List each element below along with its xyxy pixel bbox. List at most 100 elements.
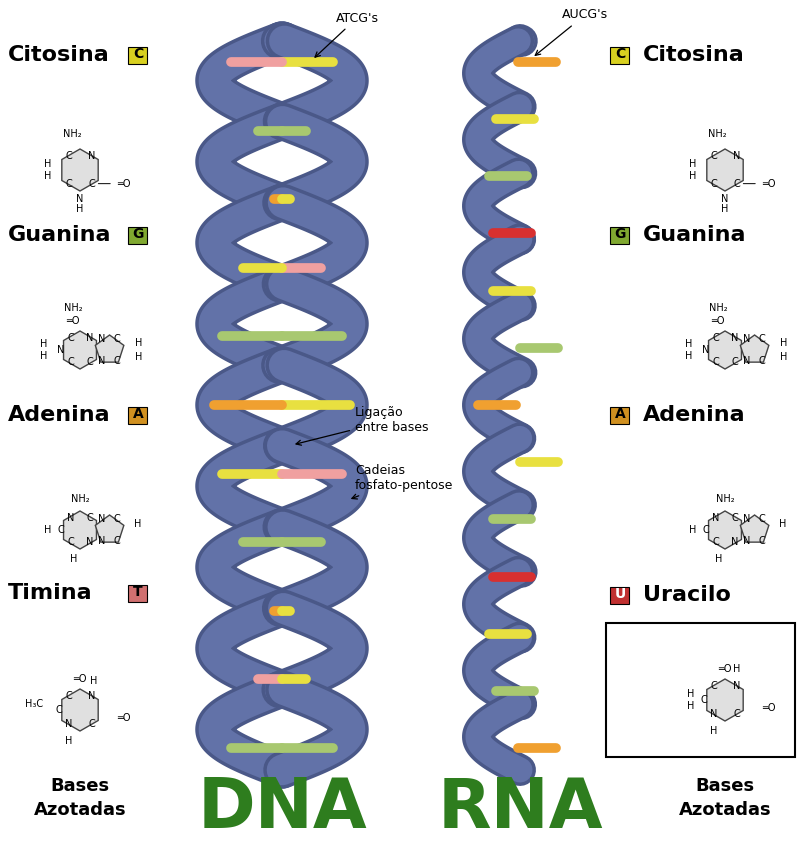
Text: A: A [613, 408, 625, 421]
Text: C: C [86, 512, 93, 522]
Text: H: H [779, 353, 786, 363]
Text: C: C [711, 538, 718, 548]
Text: C: C [67, 357, 74, 367]
Text: N: N [730, 538, 737, 548]
Text: N: N [98, 355, 106, 365]
Text: Timina: Timina [8, 583, 92, 603]
FancyBboxPatch shape [605, 623, 794, 757]
Text: N: N [743, 535, 750, 545]
Text: C: C [58, 525, 64, 535]
Text: C: C [614, 47, 625, 62]
Polygon shape [740, 515, 768, 542]
Text: H: H [43, 525, 51, 535]
Polygon shape [62, 149, 98, 191]
Text: NH₂: NH₂ [63, 129, 82, 139]
Polygon shape [63, 331, 96, 369]
Polygon shape [707, 331, 740, 369]
Text: C: C [88, 179, 95, 189]
Text: ═O: ═O [117, 713, 130, 723]
Text: T: T [133, 586, 143, 599]
Text: N: N [702, 345, 709, 355]
Text: A: A [132, 408, 143, 421]
Text: C: C [65, 151, 71, 161]
Text: H₃C: H₃C [25, 699, 43, 709]
Text: NH₂: NH₂ [715, 494, 733, 504]
Text: N: N [65, 718, 72, 728]
Text: N: N [743, 355, 750, 365]
Text: H: H [134, 338, 142, 348]
Text: N: N [98, 334, 106, 344]
Text: N: N [711, 512, 719, 522]
Text: N: N [709, 709, 716, 718]
Text: ═O: ═O [117, 179, 130, 189]
Text: N: N [98, 515, 106, 524]
Text: H: H [686, 689, 693, 699]
Text: Ligação
entre bases: Ligação entre bases [296, 406, 428, 445]
Text: H: H [43, 159, 51, 169]
Polygon shape [63, 511, 96, 549]
Text: H: H [686, 701, 693, 711]
Text: H: H [43, 171, 51, 181]
Text: N: N [732, 151, 740, 161]
Text: C: C [758, 355, 764, 365]
Text: Guanina: Guanina [8, 225, 112, 245]
Text: C: C [88, 718, 95, 728]
Text: H: H [720, 204, 728, 214]
Text: N: N [743, 334, 750, 344]
Text: ═O: ═O [761, 703, 775, 713]
FancyBboxPatch shape [609, 587, 629, 603]
Text: C: C [711, 333, 718, 343]
Text: N: N [86, 538, 93, 548]
Polygon shape [707, 511, 740, 549]
Text: N: N [743, 515, 750, 524]
Text: ═O: ═O [73, 674, 87, 684]
Text: C: C [730, 357, 737, 367]
Text: NH₂: NH₂ [71, 494, 89, 504]
FancyBboxPatch shape [609, 46, 629, 63]
Polygon shape [96, 515, 124, 542]
Text: H: H [779, 338, 786, 348]
Text: C: C [55, 705, 63, 715]
Text: C: C [730, 512, 737, 522]
Text: ═O: ═O [717, 664, 731, 674]
Text: G: G [613, 228, 625, 241]
Text: H: H [687, 159, 695, 169]
Text: C: C [709, 151, 716, 161]
FancyBboxPatch shape [609, 407, 629, 424]
Text: C: C [65, 691, 71, 701]
Text: H: H [134, 353, 142, 363]
Text: DNA: DNA [197, 775, 366, 841]
Text: RNA: RNA [437, 775, 602, 841]
Text: N: N [76, 194, 84, 204]
Polygon shape [706, 149, 742, 191]
Polygon shape [706, 679, 742, 721]
Text: H: H [133, 519, 141, 529]
Text: C: C [86, 357, 93, 367]
Text: Bases
Azotadas: Bases Azotadas [678, 777, 770, 819]
Text: C: C [699, 695, 707, 705]
Text: N: N [98, 535, 106, 545]
Text: NH₂: NH₂ [707, 129, 726, 139]
Text: H: H [39, 351, 47, 360]
FancyBboxPatch shape [128, 585, 147, 602]
Text: H: H [76, 204, 84, 214]
Text: N: N [86, 333, 93, 343]
Text: NH₂: NH₂ [64, 303, 83, 313]
Text: AUCG's: AUCG's [535, 8, 607, 56]
Text: H: H [732, 664, 740, 674]
Text: H: H [687, 171, 695, 181]
Text: C: C [732, 709, 739, 718]
Text: H: H [90, 676, 97, 686]
Text: C: C [758, 535, 764, 545]
FancyBboxPatch shape [128, 407, 147, 424]
Text: H: H [684, 351, 691, 360]
Text: N: N [730, 333, 737, 343]
Text: N: N [57, 345, 64, 355]
Text: N: N [67, 512, 74, 522]
Text: Citosina: Citosina [8, 45, 110, 65]
Text: H: H [39, 339, 47, 349]
Text: Cadeias
fosfato-pentose: Cadeias fosfato-pentose [352, 464, 453, 499]
Text: C: C [67, 333, 74, 343]
Text: H: H [687, 525, 695, 535]
Text: Guanina: Guanina [642, 225, 745, 245]
